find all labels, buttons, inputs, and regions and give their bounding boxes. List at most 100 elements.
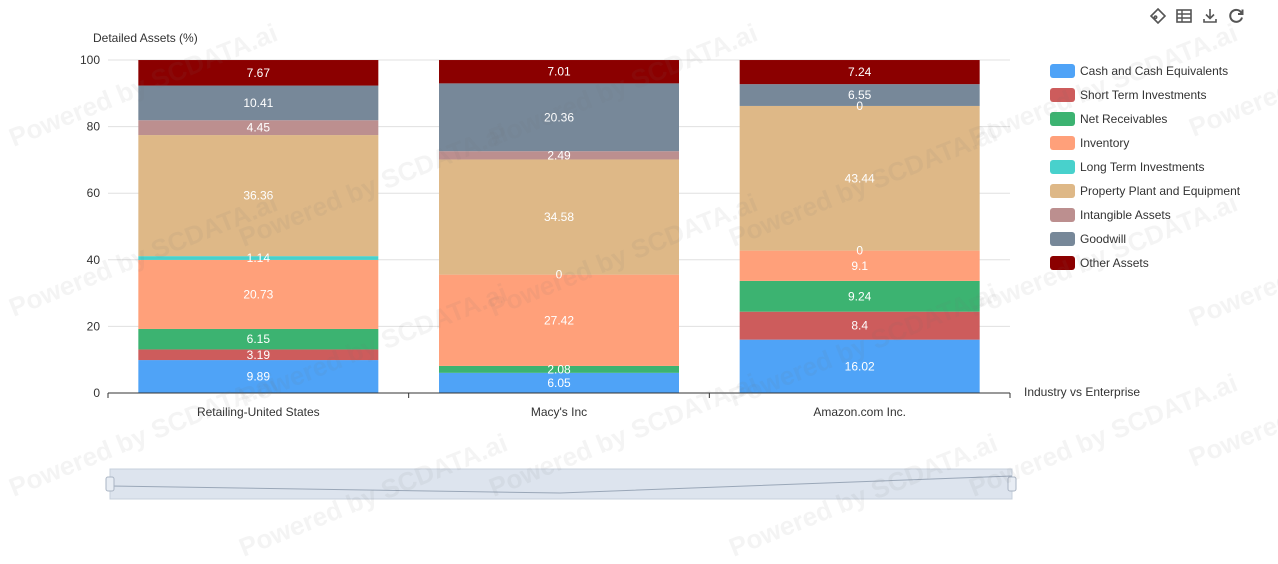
legend-label: Short Term Investments	[1080, 88, 1207, 102]
bar-segment[interactable]	[138, 328, 379, 350]
bar-data-label: 6.15	[247, 332, 271, 346]
bar-segment[interactable]	[138, 360, 379, 393]
bar-segment[interactable]	[739, 105, 980, 251]
legend-label: Cash and Cash Equivalents	[1080, 64, 1228, 78]
legend-label: Long Term Investments	[1080, 160, 1205, 174]
bar-segment[interactable]	[138, 349, 379, 361]
bar-segment[interactable]	[739, 311, 980, 340]
legend-item[interactable]: Short Term Investments	[1050, 88, 1207, 102]
bar-data-label: 0	[856, 99, 863, 113]
bar-segment[interactable]	[739, 280, 980, 312]
bar-data-label: 7.01	[547, 65, 571, 79]
legend-item[interactable]: Goodwill	[1050, 232, 1126, 246]
bar-data-label: 0	[556, 268, 563, 282]
bar-segment[interactable]	[439, 83, 679, 152]
bar-segment[interactable]	[739, 250, 980, 281]
bar-data-label: 6.55	[848, 88, 872, 102]
bar-segment[interactable]	[439, 151, 679, 160]
tag-icon[interactable]	[1148, 6, 1168, 26]
legend-swatch	[1050, 64, 1075, 78]
bar-segment[interactable]	[439, 372, 679, 393]
bar-labels: 9.89 3.19 6.15 20.73 1.14 36.36 4.45 10.41 7.67 6…	[243, 65, 875, 390]
bar-data-label: 0	[856, 244, 863, 258]
bar-data-label: 4.45	[247, 121, 271, 135]
bar-data-label: 9.89	[247, 370, 271, 384]
legend-item[interactable]: Long Term Investments	[1050, 160, 1205, 174]
x-tick-label: Amazon.com Inc.	[813, 405, 906, 419]
x-tick-label: Macy's Inc	[531, 405, 587, 419]
bar-segment[interactable]	[439, 274, 679, 366]
legend-item[interactable]: Property Plant and Equipment	[1050, 184, 1241, 198]
y-tick-label: 100	[80, 53, 100, 67]
bars	[138, 60, 980, 393]
legend-item[interactable]: Intangible Assets	[1050, 208, 1171, 222]
bar-data-label: 43.44	[845, 171, 875, 185]
bar-data-label: 20.36	[544, 110, 574, 124]
legend-label: Goodwill	[1080, 232, 1126, 246]
bar-data-label: 36.36	[243, 189, 273, 203]
zoom-preview-line	[109, 475, 1013, 494]
legend-swatch	[1050, 184, 1075, 198]
legend-item[interactable]: Inventory	[1050, 136, 1129, 150]
axes: 0 20 40 60 80 100 Retailing-United States Macy'…	[80, 53, 1011, 419]
bar-data-label: 34.58	[544, 210, 574, 224]
y-tick-label: 80	[87, 120, 101, 134]
bar-segment[interactable]	[138, 135, 379, 257]
legend-swatch	[1050, 88, 1075, 102]
bar-data-label: 9.1	[851, 259, 868, 273]
bar-data-label: 10.41	[243, 96, 273, 110]
legend-item[interactable]: Other Assets	[1050, 256, 1149, 270]
legend-item[interactable]: Net Receivables	[1050, 112, 1167, 126]
bar-segment[interactable]	[138, 256, 379, 260]
legend-item[interactable]: Cash and Cash Equivalents	[1050, 64, 1228, 78]
y-axis-title: Detailed Assets (%)	[93, 31, 198, 45]
download-icon[interactable]	[1200, 6, 1220, 26]
legend-swatch	[1050, 208, 1075, 222]
bar-segment[interactable]	[439, 159, 679, 275]
stacked-bar-chart: 9.89 3.19 6.15 20.73 1.14 36.36 4.45 10.41 7.67 6…	[80, 31, 1241, 500]
toolbox	[1148, 6, 1246, 26]
legend-label: Property Plant and Equipment	[1080, 184, 1241, 198]
y-tick-label: 0	[93, 386, 100, 400]
legend: Cash and Cash Equivalents Short Term Inve…	[1050, 64, 1241, 270]
legend-label: Other Assets	[1080, 256, 1149, 270]
bar-data-label: 20.73	[243, 287, 273, 301]
data-zoom-slider[interactable]	[105, 468, 1017, 500]
y-tick-label: 40	[87, 253, 101, 267]
bar-segment[interactable]	[739, 339, 980, 393]
legend-label: Net Receivables	[1080, 112, 1167, 126]
bar-data-label: 1.14	[247, 251, 271, 265]
bar-segment[interactable]	[439, 60, 679, 84]
zoom-left-handle[interactable]	[105, 476, 115, 492]
bar-segment[interactable]	[138, 259, 379, 329]
legend-label: Inventory	[1080, 136, 1129, 150]
bar-data-label: 7.67	[247, 66, 271, 80]
legend-swatch	[1050, 112, 1075, 126]
zoom-right-handle[interactable]	[1007, 476, 1017, 492]
bar-data-label: 3.19	[247, 348, 271, 362]
bar-data-label: 2.08	[547, 362, 571, 376]
bar-segment[interactable]	[138, 60, 379, 86]
x-tick-label: Retailing-United States	[197, 405, 320, 419]
legend-label: Intangible Assets	[1080, 208, 1171, 222]
bar-segment[interactable]	[439, 365, 679, 373]
data-view-icon[interactable]	[1174, 6, 1194, 26]
bar-data-label: 7.24	[848, 65, 872, 79]
legend-swatch	[1050, 160, 1075, 174]
bar-data-label: 16.02	[845, 359, 875, 373]
legend-swatch	[1050, 256, 1075, 270]
bar-segment[interactable]	[739, 84, 980, 106]
y-tick-label: 20	[87, 319, 101, 333]
bar-segment[interactable]	[138, 85, 379, 121]
y-tick-label: 60	[87, 186, 101, 200]
bar-data-label: 2.49	[547, 148, 571, 162]
bar-segment[interactable]	[138, 120, 379, 136]
bar-data-label: 8.4	[851, 319, 868, 333]
refresh-icon[interactable]	[1226, 6, 1246, 26]
bar-data-label: 9.24	[848, 289, 872, 303]
zoom-track[interactable]	[109, 468, 1013, 500]
bar-data-label: 6.05	[547, 376, 571, 390]
bar-segment[interactable]	[739, 60, 980, 85]
legend-swatch	[1050, 136, 1075, 150]
legend-swatch	[1050, 232, 1075, 246]
